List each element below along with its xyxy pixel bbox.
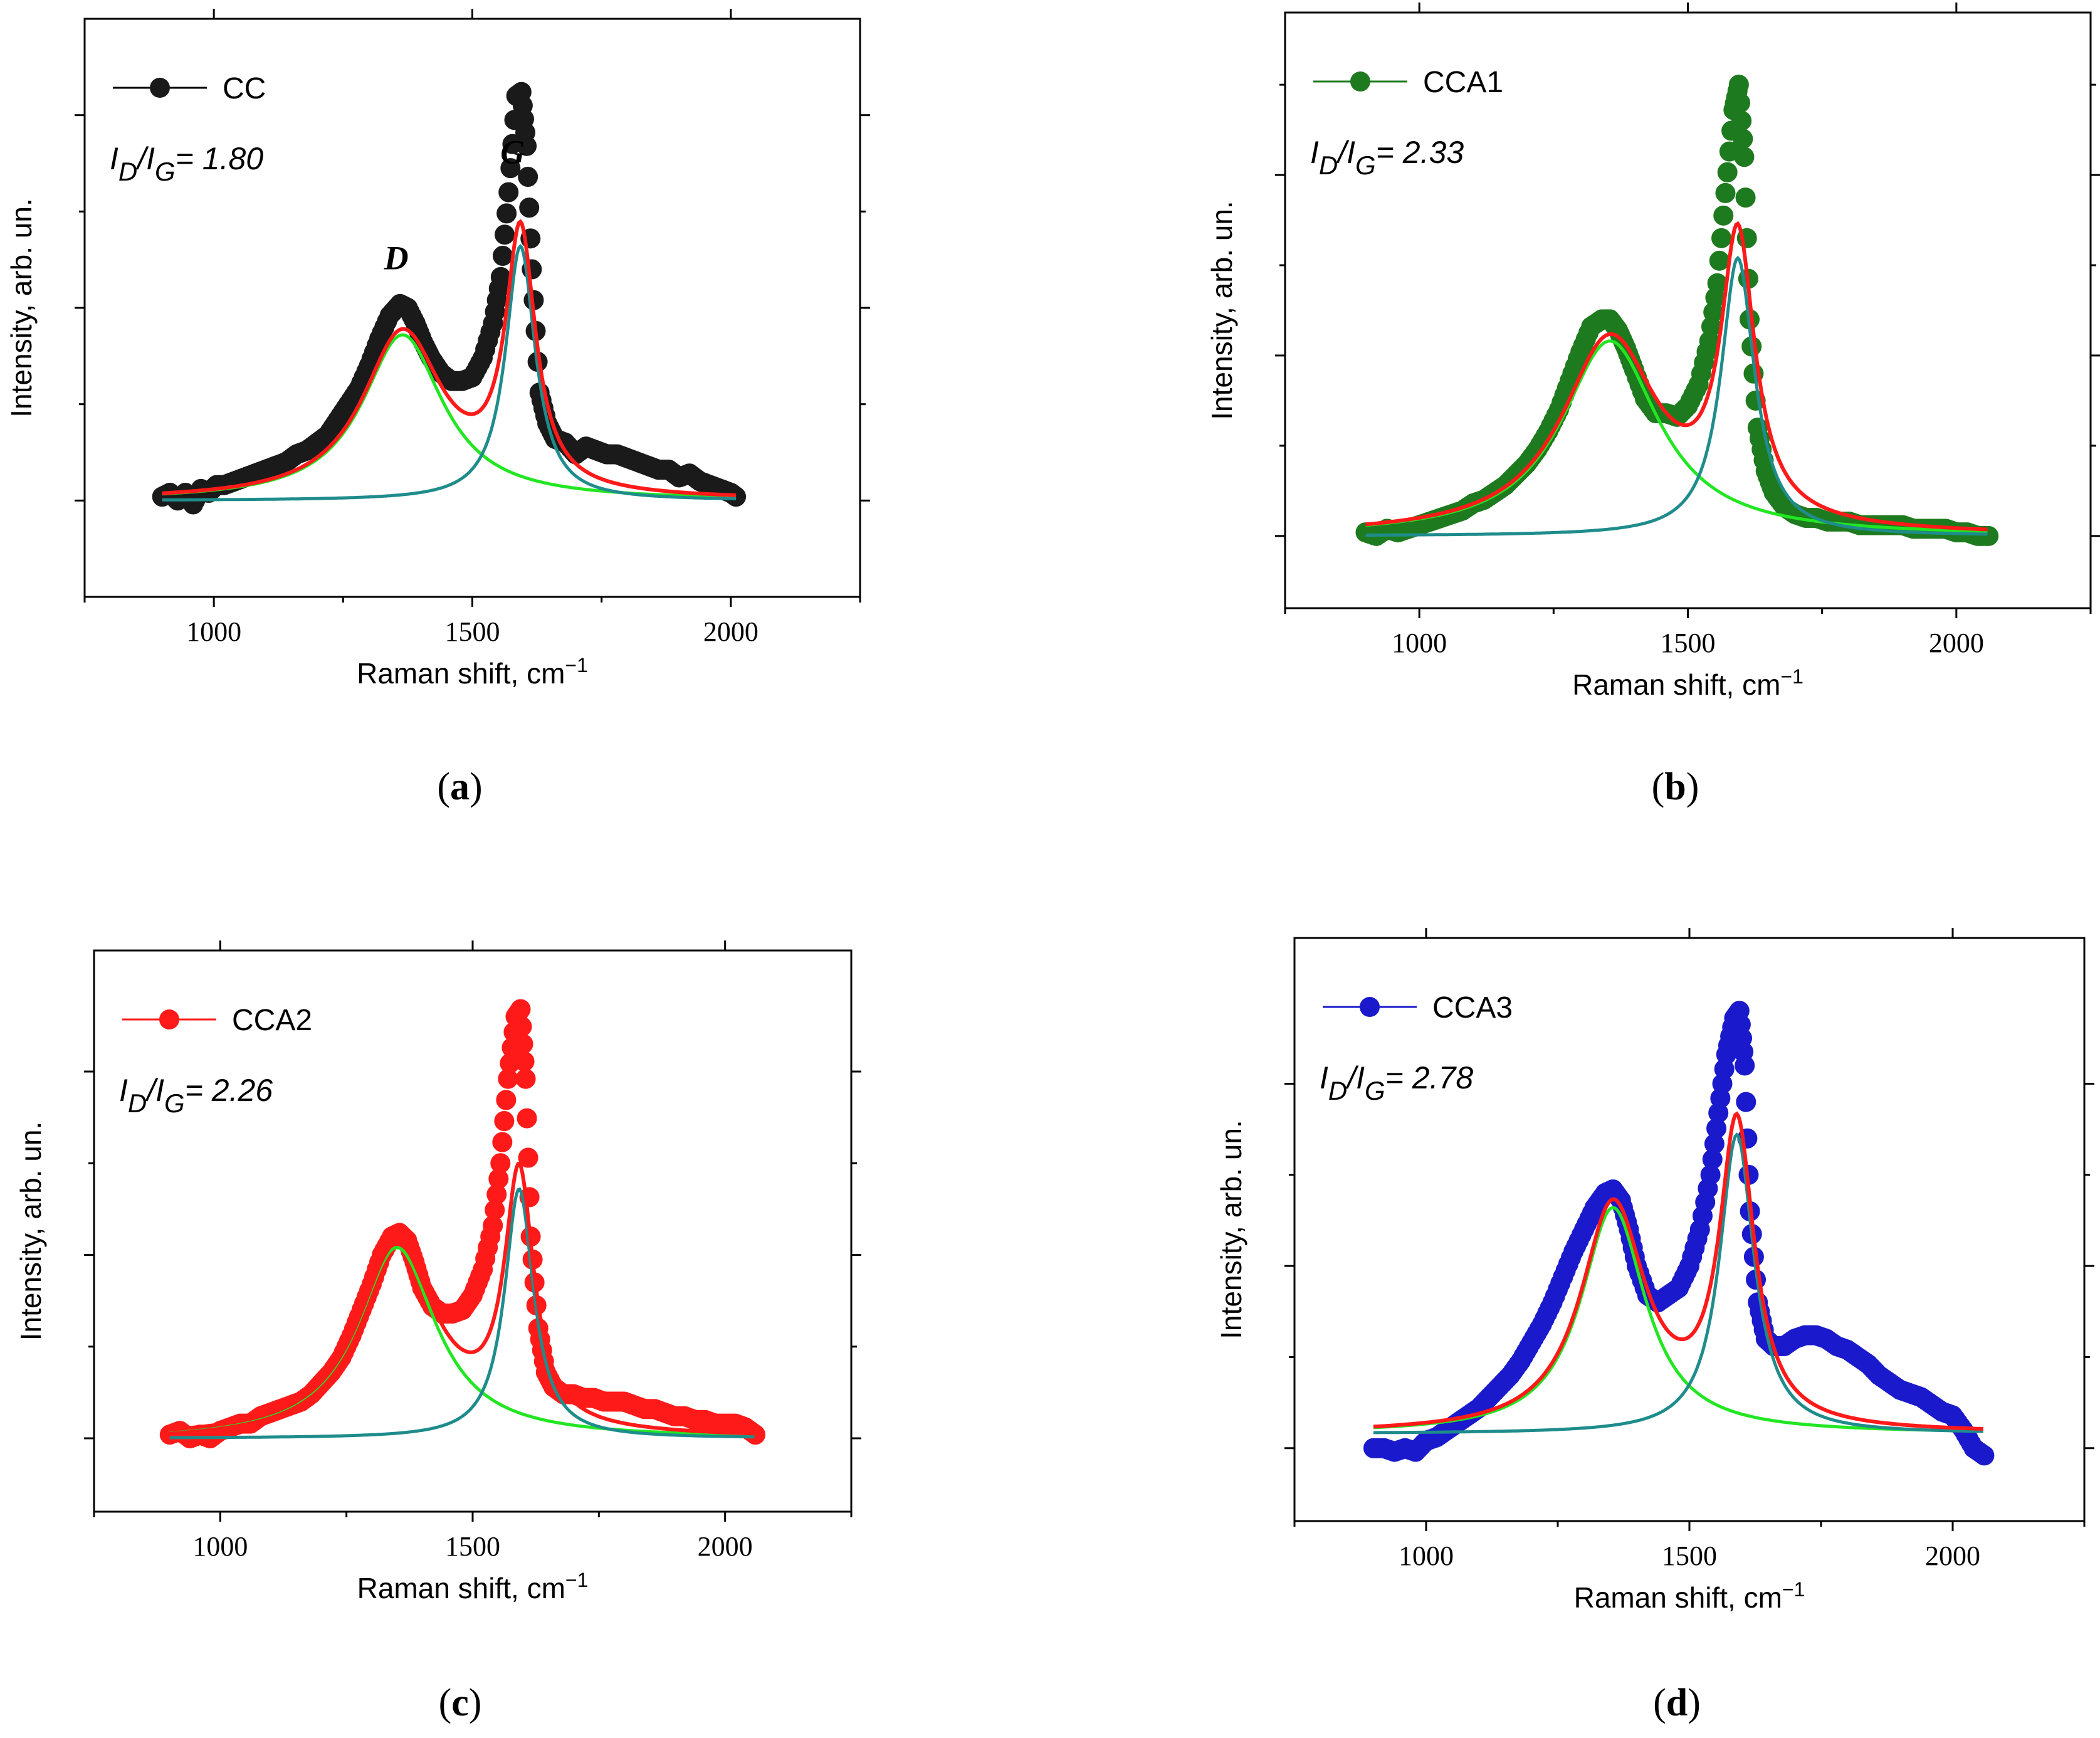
chart-c-data-point (513, 1034, 533, 1055)
chart-b-x-tick-label: 1500 (1661, 628, 1716, 658)
chart-c-data-point (492, 1132, 513, 1152)
chart-b-data-point (1713, 205, 1734, 226)
chart-c-data-point (496, 1090, 517, 1110)
chart-c-panel-letter: (c) (439, 1682, 482, 1724)
chart-d-g-band-fit-line (1373, 1132, 1983, 1435)
chart-a-y-axis-label: Intensity, arb. un. (5, 198, 38, 417)
chart-c-g-band-fit-line (169, 1187, 755, 1440)
chart-b-legend-label: CCA1 (1423, 66, 1503, 99)
chart-a-data-point (517, 135, 537, 156)
chart-b-legend-marker (1350, 71, 1370, 92)
chart-b-data-point (1728, 75, 1749, 95)
chart-d-data-points (1363, 1001, 1995, 1466)
chart-a-data-point (500, 158, 521, 179)
chart-b-data-point (1730, 92, 1751, 113)
chart-c-data-points (159, 999, 765, 1449)
chart-d-x-axis-label: Raman shift, cm−1 (1574, 1578, 1805, 1614)
chart-a-legend-label: CC (223, 72, 266, 105)
chart-a-panel-letter: (a) (437, 766, 482, 808)
chart-d-id-ig-ratio: ID/IG= 2.78 (1320, 1060, 1473, 1105)
chart-c-x-axis-label: Raman shift, cm−1 (357, 1569, 589, 1604)
chart-b-x-axis-label: Raman shift, cm−1 (1572, 665, 1803, 701)
chart-d-legend-marker (1360, 997, 1380, 1017)
chart-c-x-tick-label: 1000 (192, 1531, 248, 1562)
chart-panel-a: 1000 1500 2000 Raman shift, cm−1 Intensity, … (0, 0, 1050, 869)
chart-d-y-axis-label: Intensity, arb. un. (1215, 1120, 1247, 1339)
chart-b-data-point (1717, 162, 1738, 182)
chart-a-data-point (519, 198, 540, 218)
chart-d-x-tick-label: 2000 (1925, 1540, 1980, 1571)
chart-a-data-point (495, 224, 515, 245)
chart-c-data-point (510, 999, 531, 1019)
chart-c-total-fit-line (169, 1162, 755, 1436)
chart-d-panel-letter: (d) (1653, 1682, 1701, 1724)
chart-b-g-band-fit-line (1365, 255, 1988, 537)
chart-b-panel-letter: (b) (1652, 766, 1699, 808)
chart-b-data-point (1709, 250, 1730, 271)
chart-panel-c: 1000 1500 2000 Raman shift, cm−1 Intensity, … (0, 869, 1050, 1738)
chart-b-data-point (1733, 129, 1753, 149)
chart-b-total-fit-line (1365, 221, 1988, 532)
chart-a-total-fit-line (162, 219, 737, 497)
chart-a-data-point (496, 203, 517, 224)
chart-b-x-tick-label: 1000 (1392, 628, 1447, 658)
chart-svg-c: 1000 1500 2000 Raman shift, cm−1 Intensity, … (14, 940, 861, 1724)
chart-b-id-ig-ratio: ID/IG= 2.33 (1310, 135, 1464, 180)
chart-d-x-tick-label: 1500 (1662, 1540, 1717, 1571)
chart-a-data-point (492, 246, 513, 266)
chart-d-legend-label: CCA3 (1432, 991, 1513, 1024)
chart-a-peak-label-d: D (384, 240, 409, 277)
chart-b-data-point (1735, 187, 1756, 208)
chart-a-data-point (490, 266, 511, 287)
chart-b-data-point (1731, 110, 1752, 131)
chart-c-data-point (494, 1111, 515, 1132)
chart-b-data-point (1711, 228, 1732, 248)
chart-a-data-point (518, 167, 538, 187)
chart-d-data-point (1974, 1445, 1995, 1466)
chart-c-data-point (518, 1147, 538, 1168)
chart-svg-a: 1000 1500 2000 Raman shift, cm−1 Intensity, … (5, 9, 870, 808)
chart-c-legend-marker (159, 1009, 179, 1030)
chart-c-id-ig-ratio: ID/IG= 2.26 (119, 1073, 273, 1118)
chart-d-data-point (1735, 1055, 1755, 1076)
chart-a-id-ig-ratio: ID/IG= 1.80 (110, 141, 263, 186)
chart-a-legend-marker (150, 78, 170, 98)
chart-c-x-tick-label: 1500 (445, 1531, 500, 1562)
chart-a-x-tick-label: 1500 (445, 616, 500, 647)
chart-a-x-axis-label: Raman shift, cm−1 (357, 654, 588, 690)
chart-c-x-tick-label: 2000 (698, 1531, 753, 1562)
chart-d-total-fit-line (1373, 1111, 1983, 1431)
chart-a-x-tick-label: 2000 (703, 616, 759, 647)
chart-a-data-point (498, 182, 519, 203)
chart-c-data-point (515, 1068, 536, 1089)
chart-panel-d: 1000 1500 2000 Raman shift, cm−1 Intensity, … (1050, 869, 2100, 1738)
chart-a-peak-label-g: G (500, 134, 525, 171)
chart-c-data-point (490, 1153, 511, 1174)
chart-b-data-point (1734, 147, 1755, 167)
chart-d-x-tick-label: 1000 (1399, 1540, 1454, 1571)
chart-svg-d: 1000 1500 2000 Raman shift, cm−1 Intensity, … (1215, 928, 2094, 1724)
chart-a-g-band-fit-line (162, 243, 737, 502)
chart-c-data-point (514, 1051, 535, 1072)
chart-c-legend-label: CCA2 (232, 1004, 312, 1037)
chart-b-y-axis-label: Intensity, arb. un. (1205, 201, 1238, 419)
chart-svg-b: 1000 1500 2000 Raman shift, cm−1 Intensity, … (1205, 3, 2100, 808)
chart-c-data-point (512, 1016, 532, 1037)
chart-panel-b: 1000 1500 2000 Raman shift, cm−1 Intensity, … (1050, 0, 2100, 869)
chart-a-x-tick-label: 1000 (186, 616, 241, 647)
chart-b-x-tick-label: 2000 (1929, 628, 1984, 658)
chart-d-data-point (1736, 1092, 1756, 1112)
chart-b-data-point (1715, 182, 1736, 203)
chart-c-data-point (517, 1108, 537, 1129)
chart-c-y-axis-label: Intensity, arb. un. (14, 1122, 47, 1340)
